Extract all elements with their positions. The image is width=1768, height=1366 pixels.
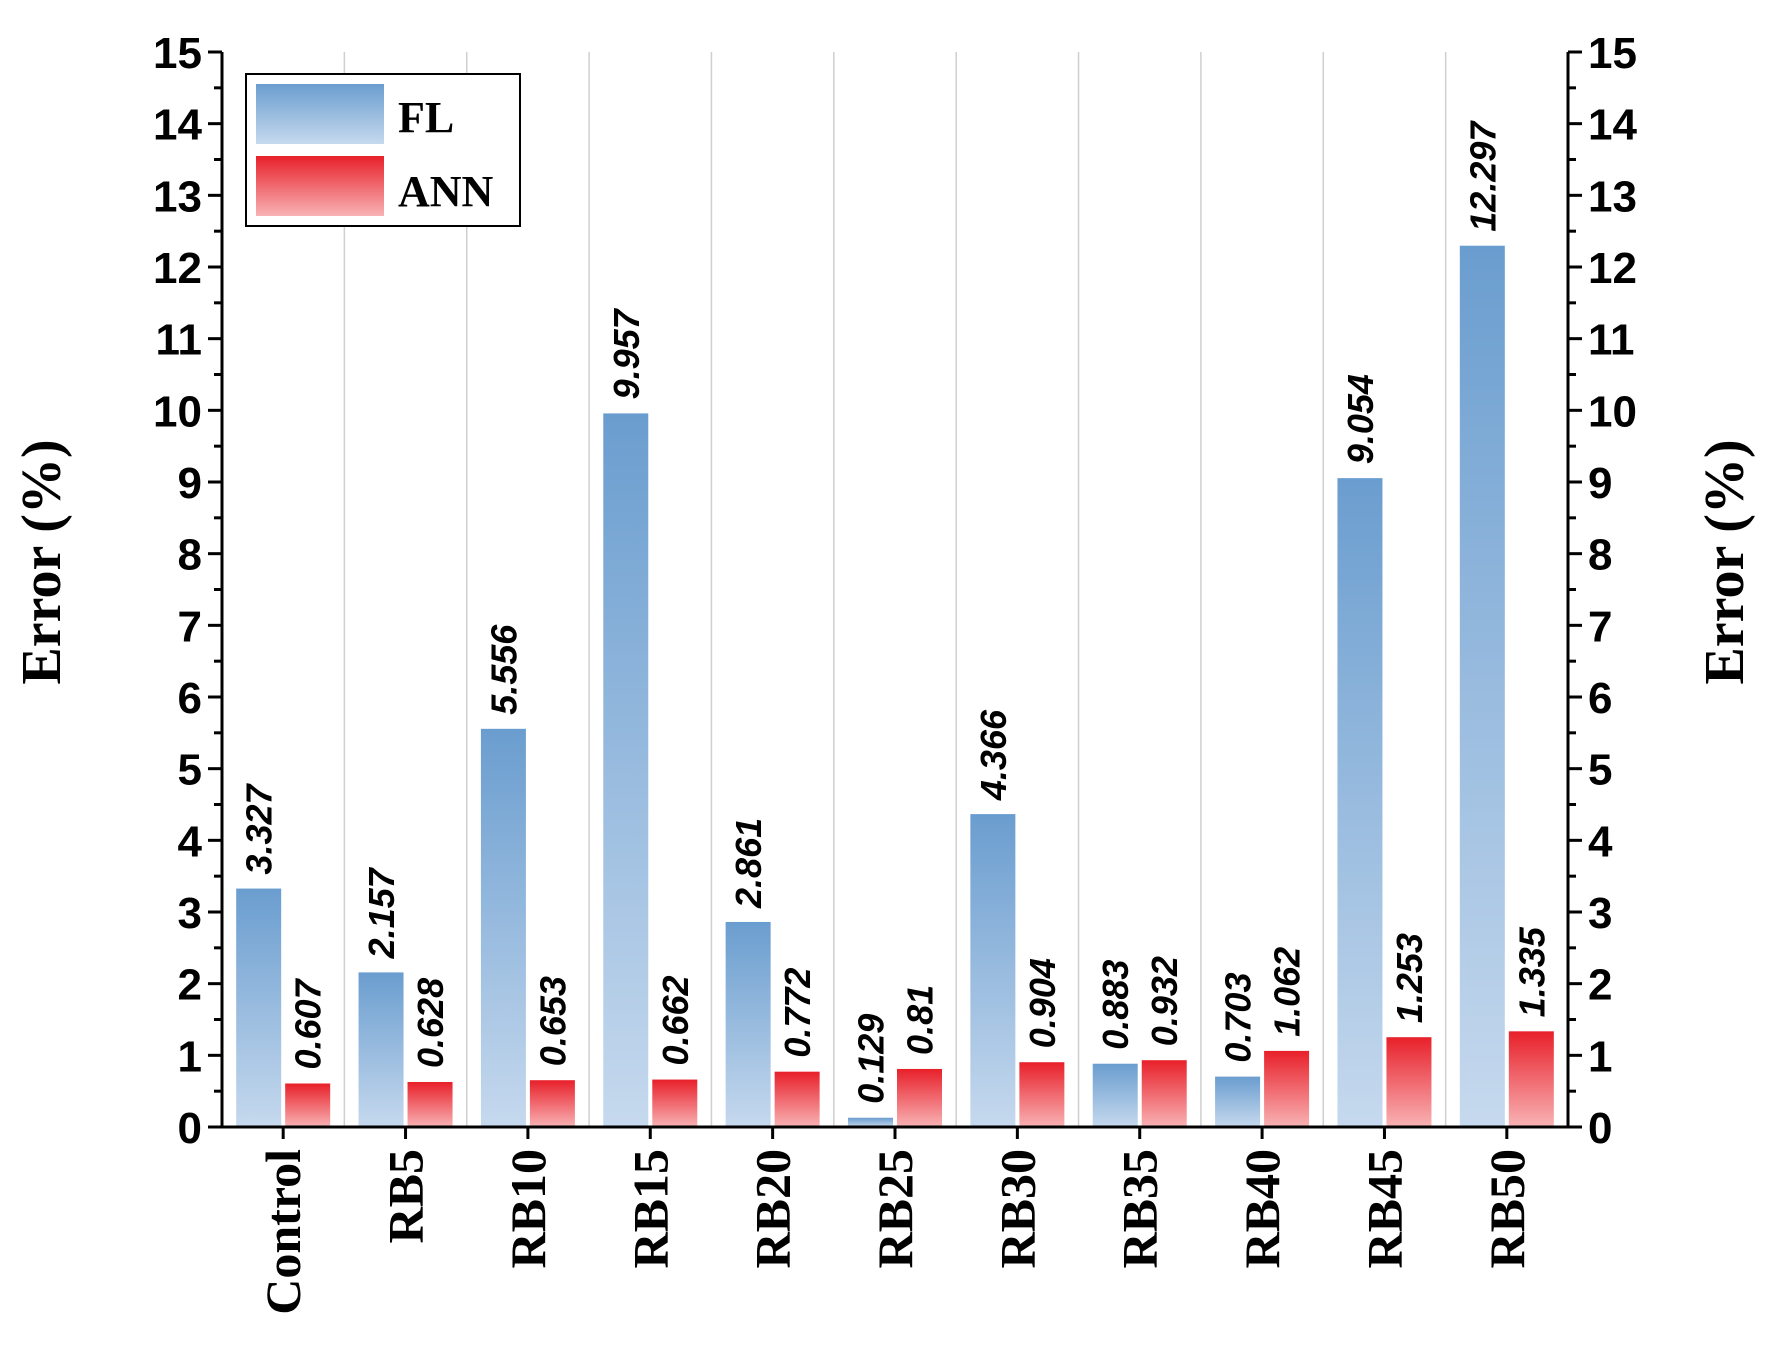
y-tick-label-left: 9 bbox=[178, 459, 202, 508]
bar-ann-rb20 bbox=[774, 1071, 820, 1127]
data-label-ann-rb30: 0.904 bbox=[1022, 958, 1063, 1048]
y-tick-label-right: 2 bbox=[1588, 961, 1612, 1010]
x-tick-label-rb45: RB45 bbox=[1356, 1149, 1412, 1268]
y-tick-label-left: 4 bbox=[178, 817, 203, 866]
y-tick-label-right: 1 bbox=[1588, 1032, 1612, 1081]
data-label-fl-rb45: 9.054 bbox=[1340, 374, 1381, 464]
x-tick-label-rb5: RB5 bbox=[378, 1149, 434, 1243]
legend-label-fl: FL bbox=[398, 93, 454, 142]
y-tick-label-right: 6 bbox=[1588, 674, 1612, 723]
bar-fl-rb10 bbox=[480, 728, 526, 1127]
x-tick-label-rb10: RB10 bbox=[500, 1149, 556, 1268]
y-tick-label-left: 7 bbox=[178, 602, 202, 651]
bar-ann-control bbox=[285, 1083, 331, 1127]
data-label-fl-rb35: 0.883 bbox=[1095, 960, 1136, 1050]
data-label-fl-rb10: 5.556 bbox=[483, 624, 524, 715]
y-tick-label-left: 6 bbox=[178, 674, 202, 723]
gridlines bbox=[343, 52, 1447, 1127]
y-tick-label-right: 11 bbox=[1588, 316, 1635, 365]
x-tick-label-rb15: RB15 bbox=[622, 1149, 678, 1268]
bar-ann-rb35 bbox=[1141, 1060, 1187, 1127]
y-tick-label-right: 10 bbox=[1588, 387, 1637, 436]
data-label-fl-rb50: 12.297 bbox=[1462, 120, 1503, 232]
x-tick-label-rb20: RB20 bbox=[745, 1149, 801, 1268]
y-tick-label-left: 3 bbox=[178, 889, 202, 938]
data-label-ann-rb15: 0.662 bbox=[655, 975, 696, 1065]
data-label-ann-rb50: 1.335 bbox=[1511, 926, 1552, 1017]
data-label-fl-rb25: 0.129 bbox=[851, 1014, 892, 1104]
bar-ann-rb40 bbox=[1264, 1050, 1310, 1127]
x-tick-label-rb40: RB40 bbox=[1234, 1149, 1290, 1268]
legend-label-ann: ANN bbox=[398, 167, 494, 216]
y-tick-label-left: 1 bbox=[178, 1032, 202, 1081]
bar-fl-rb25 bbox=[848, 1117, 893, 1127]
y-tick-label-right: 8 bbox=[1588, 531, 1612, 580]
bar-fl-rb20 bbox=[725, 921, 771, 1127]
y-tick-label-right: 0 bbox=[1588, 1104, 1612, 1153]
bar-fl-rb35 bbox=[1092, 1063, 1138, 1127]
bar-fl-rb5 bbox=[358, 972, 404, 1127]
legend-swatch-fl bbox=[256, 84, 384, 144]
data-label-ann-rb5: 0.628 bbox=[410, 978, 451, 1068]
y-tick-label-right: 4 bbox=[1588, 817, 1613, 866]
y-tick-label-right: 5 bbox=[1588, 746, 1612, 795]
y-tick-label-left: 13 bbox=[153, 172, 202, 221]
x-tick-label-rb50: RB50 bbox=[1479, 1149, 1535, 1268]
data-label-ann-rb45: 1.253 bbox=[1389, 933, 1430, 1023]
data-label-fl-rb40: 0.703 bbox=[1218, 973, 1259, 1063]
y-axis-title-right: Error (%) bbox=[1694, 439, 1756, 684]
bar-fl-rb50 bbox=[1459, 245, 1505, 1128]
x-tick-label-rb25: RB25 bbox=[867, 1149, 923, 1268]
x-tick-label-control: Control bbox=[255, 1149, 311, 1315]
bar-ann-rb5 bbox=[407, 1081, 453, 1127]
y-tick-label-left: 8 bbox=[178, 531, 202, 580]
data-label-ann-control: 0.607 bbox=[288, 977, 329, 1069]
y-tick-label-right: 9 bbox=[1588, 459, 1612, 508]
y-tick-label-right: 13 bbox=[1588, 172, 1637, 221]
bar-ann-rb10 bbox=[529, 1080, 575, 1127]
y-tick-label-left: 2 bbox=[178, 961, 202, 1010]
data-label-ann-rb35: 0.932 bbox=[1144, 956, 1185, 1046]
y-tick-label-right: 14 bbox=[1588, 101, 1637, 150]
y-tick-label-left: 15 bbox=[153, 29, 202, 78]
data-label-ann-rb10: 0.653 bbox=[532, 976, 573, 1066]
x-tick-label-rb30: RB30 bbox=[989, 1149, 1045, 1268]
data-label-fl-rb5: 2.157 bbox=[361, 866, 402, 959]
data-label-fl-control: 3.327 bbox=[239, 782, 280, 874]
data-label-ann-rb25: 0.81 bbox=[900, 985, 941, 1055]
bar-ann-rb45 bbox=[1386, 1037, 1432, 1127]
y-tick-label-right: 7 bbox=[1588, 602, 1612, 651]
legend-swatch-ann bbox=[256, 156, 384, 216]
y-tick-label-left: 14 bbox=[153, 101, 202, 150]
bar-fl-rb40 bbox=[1215, 1076, 1261, 1127]
y-tick-label-left: 0 bbox=[178, 1104, 202, 1153]
bars bbox=[236, 245, 1554, 1128]
y-tick-label-right: 15 bbox=[1588, 29, 1637, 78]
x-tick-label-rb35: RB35 bbox=[1112, 1149, 1168, 1268]
bar-ann-rb15 bbox=[652, 1079, 698, 1127]
y-tick-label-right: 12 bbox=[1588, 244, 1637, 293]
bar-ann-rb25 bbox=[897, 1068, 942, 1127]
data-label-ann-rb20: 0.772 bbox=[777, 968, 818, 1058]
y-tick-label-left: 12 bbox=[153, 244, 202, 293]
bar-fl-rb45 bbox=[1337, 478, 1383, 1127]
axes: Control RB5 RB10 RB15 RB20 RB25 RB30 RB35 RB40 RB… bbox=[153, 29, 1637, 1315]
bar-fl-control bbox=[236, 888, 282, 1127]
legend: FL ANN bbox=[245, 73, 521, 227]
bar-ann-rb50 bbox=[1508, 1031, 1554, 1127]
y-tick-label-left: 5 bbox=[178, 746, 202, 795]
y-axis-title-left: Error (%) bbox=[11, 439, 73, 684]
y-tick-label-right: 3 bbox=[1588, 889, 1612, 938]
bar-fl-rb30 bbox=[970, 814, 1016, 1127]
data-label-fl-rb15: 9.957 bbox=[606, 307, 647, 399]
data-label-fl-rb20: 2.861 bbox=[728, 818, 769, 909]
y-tick-label-left: 10 bbox=[153, 387, 202, 436]
y-tick-label-left: 11 bbox=[155, 316, 202, 365]
bar-fl-rb15 bbox=[603, 413, 649, 1127]
data-label-fl-rb30: 4.366 bbox=[973, 709, 1014, 801]
data-label-ann-rb40: 1.062 bbox=[1267, 947, 1308, 1037]
bar-ann-rb30 bbox=[1019, 1062, 1065, 1127]
